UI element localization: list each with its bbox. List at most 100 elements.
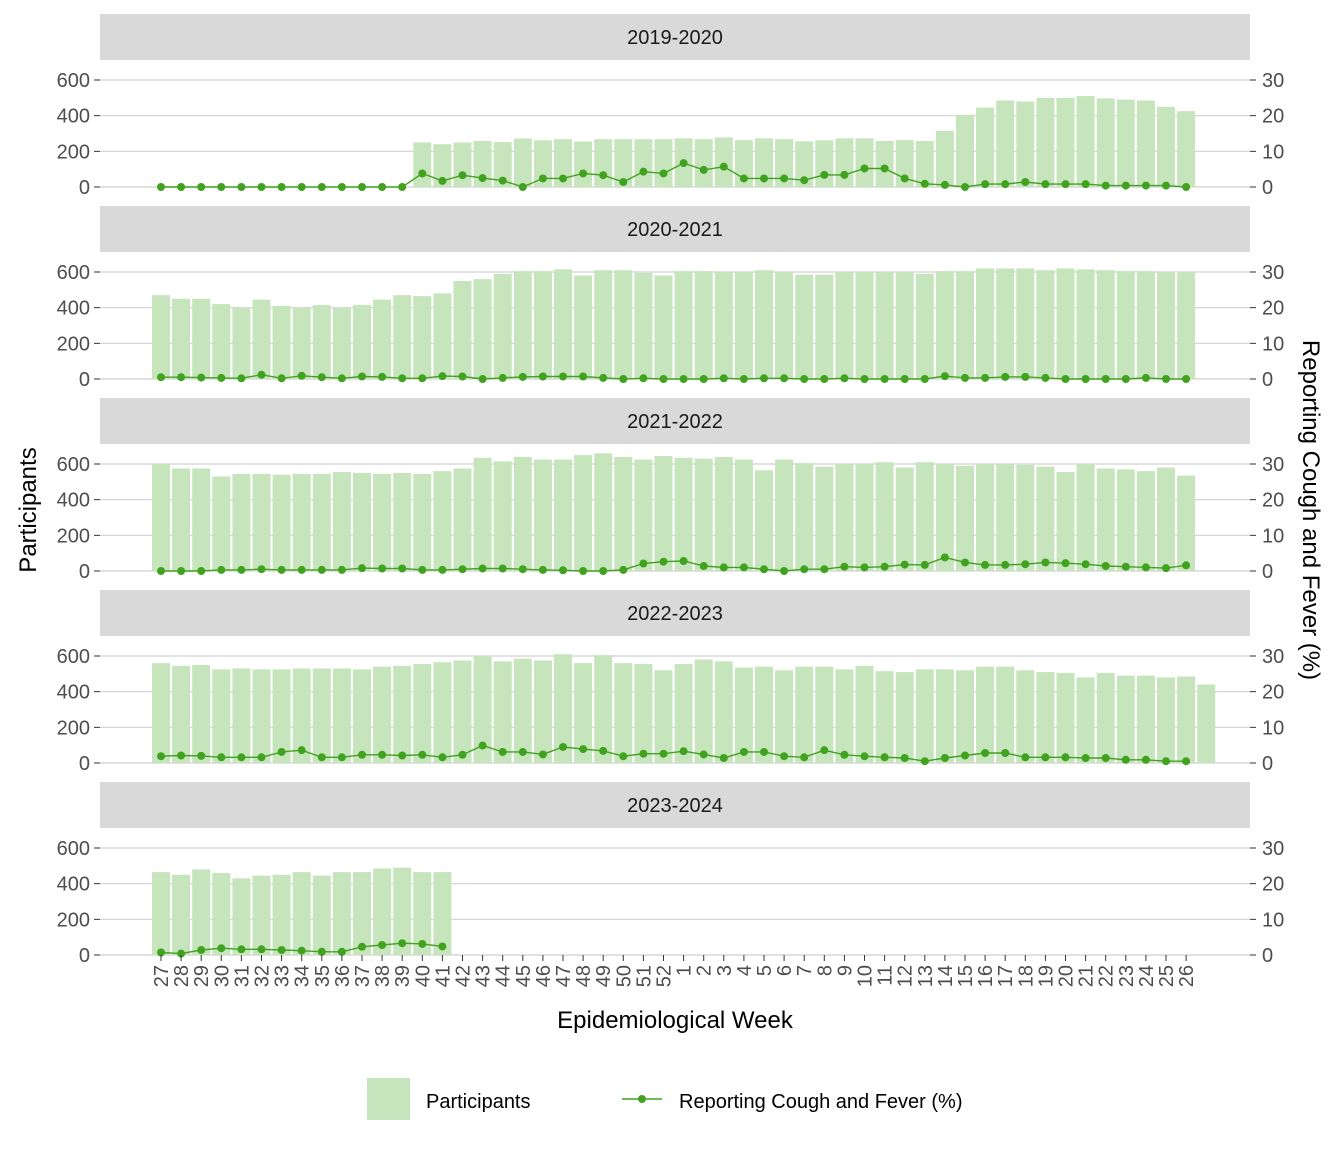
participants-bar	[332, 872, 351, 955]
cough-fever-point	[438, 753, 447, 762]
cough-fever-point	[1101, 562, 1110, 571]
cough-fever-point	[719, 374, 728, 383]
cough-fever-point	[217, 753, 226, 762]
participants-bar	[152, 872, 170, 955]
participants-bar	[815, 274, 834, 379]
participants-bar	[1056, 472, 1075, 571]
y-axis-title-right: Reporting Cough and Fever (%)	[1297, 340, 1324, 680]
cough-fever-point	[820, 170, 829, 179]
cough-fever-point	[739, 563, 748, 572]
participants-bar	[875, 462, 894, 571]
participants-bar	[835, 669, 854, 763]
cough-fever-point	[1121, 181, 1130, 190]
x-tick-label: 12	[895, 965, 917, 987]
cough-fever-point	[438, 565, 447, 574]
participants-bar	[855, 138, 874, 187]
participants-bar	[755, 470, 773, 571]
participants-bar	[413, 664, 432, 763]
y-tick-label-left: 0	[79, 177, 90, 199]
x-tick-label: 49	[593, 965, 615, 987]
participants-bar	[332, 472, 351, 571]
participants-bar	[393, 665, 412, 763]
participants-bar	[312, 668, 331, 763]
cough-fever-point	[920, 375, 929, 383]
cough-fever-point	[940, 553, 949, 562]
x-tick-label: 32	[252, 965, 274, 987]
x-tick-label: 29	[191, 965, 213, 987]
cough-fever-point	[679, 747, 688, 756]
cough-fever-point	[297, 371, 306, 380]
cough-fever-point	[659, 557, 668, 566]
cough-fever-point	[840, 562, 849, 571]
participants-bar	[1116, 99, 1135, 187]
cough-fever-point	[840, 750, 849, 759]
participants-bar	[413, 296, 432, 379]
cough-fever-point	[760, 174, 768, 183]
participants-bar	[353, 472, 371, 571]
participants-bar	[594, 139, 613, 187]
cough-fever-point	[1021, 753, 1030, 762]
participants-bar	[152, 464, 170, 571]
cough-fever-point	[1081, 375, 1090, 383]
cough-fever-point	[840, 374, 849, 383]
cough-fever-point	[398, 564, 407, 573]
participants-bar	[855, 665, 874, 763]
cough-fever-point	[478, 375, 487, 383]
cough-fever-point	[619, 375, 628, 383]
cough-fever-point	[297, 946, 306, 955]
participants-bar	[1177, 676, 1196, 763]
participants-bar	[1016, 670, 1035, 763]
y-tick-label-right: 30	[1262, 262, 1284, 284]
cough-fever-point	[659, 375, 668, 383]
cough-fever-point	[1121, 375, 1130, 383]
cough-fever-point	[177, 567, 186, 575]
participants-bar	[775, 272, 794, 379]
participants-bar	[734, 272, 753, 379]
x-tick-label: 45	[513, 965, 535, 987]
participants-bar	[473, 140, 492, 187]
cough-fever-point	[458, 750, 467, 759]
cough-fever-point	[739, 174, 748, 183]
cough-fever-point	[981, 373, 990, 382]
participants-bar	[1136, 271, 1155, 379]
cough-fever-line	[160, 744, 1187, 762]
cough-fever-point	[358, 564, 366, 573]
participants-bar	[915, 273, 934, 379]
participants-bar	[1177, 272, 1196, 379]
cough-fever-point	[438, 372, 447, 381]
cough-fever-point	[177, 183, 186, 191]
cough-fever-point	[900, 174, 909, 183]
y-tick-label-left: 600	[57, 646, 90, 668]
cough-fever-point	[337, 947, 346, 956]
y-tick-label-left: 200	[57, 141, 90, 163]
cough-fever-point	[679, 557, 688, 566]
participants-bar	[272, 669, 291, 763]
cough-fever-point	[538, 372, 547, 381]
participants-bar	[654, 139, 673, 187]
participants-bar	[453, 660, 472, 763]
cough-fever-point	[317, 753, 326, 762]
cough-fever-point	[1141, 373, 1150, 382]
x-tick-label: 18	[1015, 965, 1037, 987]
cough-fever-point	[297, 183, 306, 191]
cough-fever-point	[217, 944, 226, 953]
cough-fever-point	[257, 370, 266, 379]
x-tick-label: 52	[654, 965, 676, 987]
participants-bar	[614, 139, 633, 187]
participants-bar	[775, 459, 794, 571]
participants-bar	[634, 272, 653, 379]
cough-fever-point	[217, 565, 226, 574]
participants-bar	[574, 275, 593, 379]
participants-bar	[493, 461, 512, 571]
chart-panels: 2019-2020020040060001020302020-202102004…	[57, 14, 1284, 967]
participants-bar	[232, 307, 251, 379]
cough-fever-point	[1001, 372, 1010, 381]
cough-fever-point	[478, 564, 487, 573]
facet-strip	[100, 14, 1250, 60]
facet-strip	[100, 590, 1250, 636]
y-tick-label-right: 0	[1262, 945, 1273, 967]
cough-fever-point	[760, 747, 768, 756]
participants-bar	[292, 473, 311, 571]
participants-bar	[1096, 672, 1115, 763]
participants-bar	[1036, 672, 1055, 763]
